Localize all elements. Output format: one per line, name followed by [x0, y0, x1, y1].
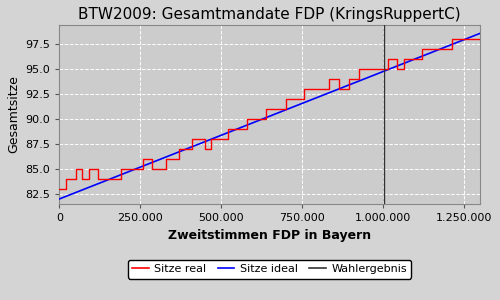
Title: BTW2009: Gesamtmandate FDP (KringsRuppertC): BTW2009: Gesamtmandate FDP (KringsRupper… [78, 7, 461, 22]
Legend: Sitze real, Sitze ideal, Wahlergebnis: Sitze real, Sitze ideal, Wahlergebnis [128, 260, 412, 279]
X-axis label: Zweitstimmen FDP in Bayern: Zweitstimmen FDP in Bayern [168, 229, 371, 242]
Y-axis label: Gesamtsitze: Gesamtsitze [7, 75, 20, 153]
